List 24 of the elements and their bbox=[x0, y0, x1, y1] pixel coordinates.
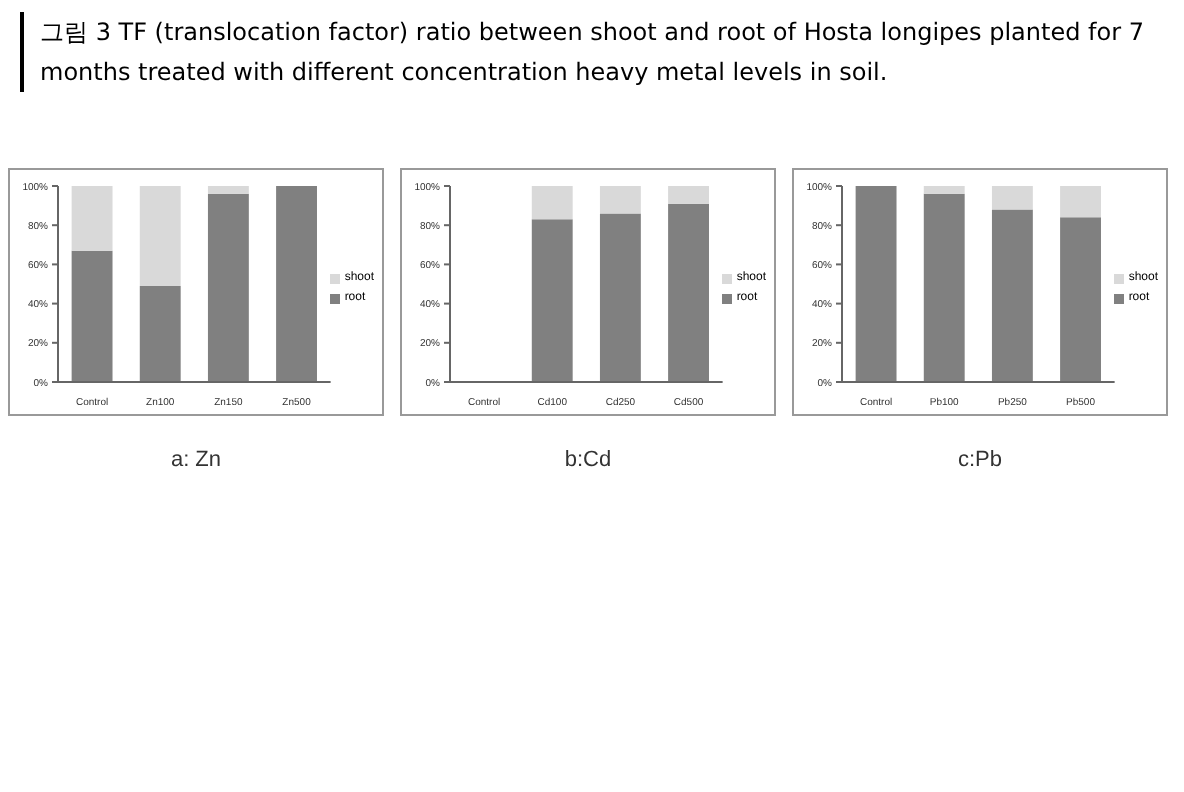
bar bbox=[139, 186, 181, 286]
text: 그림 3 TF (translocation factor) ratio between shoot and root of Hosta longipes planted for 7 months treated with different concentration heavy metal levels in soil. bbox=[20, 12, 1160, 92]
bar bbox=[71, 186, 113, 251]
bar bbox=[1060, 186, 1101, 218]
bar bbox=[991, 209, 1033, 382]
bar bbox=[1060, 217, 1101, 382]
bar bbox=[139, 285, 181, 382]
x-axis-title: a: Zn bbox=[168, 448, 224, 472]
bar bbox=[531, 219, 573, 382]
bar bbox=[207, 193, 249, 382]
bar bbox=[276, 186, 317, 382]
bar bbox=[207, 186, 249, 194]
bar bbox=[71, 250, 113, 382]
x-axis-title: b:Cd bbox=[562, 448, 614, 472]
bar bbox=[599, 213, 641, 382]
bar bbox=[668, 186, 709, 204]
bar bbox=[923, 186, 965, 194]
bar bbox=[599, 186, 641, 214]
bar bbox=[923, 193, 965, 382]
bar bbox=[668, 203, 709, 382]
bar bbox=[531, 186, 573, 220]
bar bbox=[855, 186, 897, 382]
x-axis-title: c:Pb bbox=[955, 448, 1004, 472]
bar bbox=[991, 186, 1033, 210]
